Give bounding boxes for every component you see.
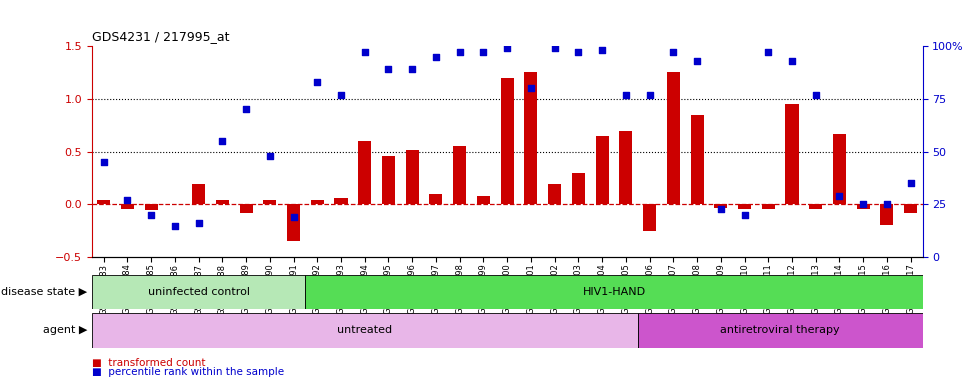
Point bbox=[808, 91, 823, 98]
Bar bbox=[857, 204, 869, 209]
Point bbox=[547, 45, 562, 51]
Bar bbox=[92, 275, 305, 309]
Point bbox=[594, 47, 610, 53]
Bar bbox=[477, 196, 490, 204]
Bar bbox=[833, 134, 846, 204]
Bar bbox=[638, 313, 923, 348]
Point bbox=[856, 201, 871, 207]
Bar bbox=[738, 204, 751, 209]
Bar bbox=[305, 275, 923, 309]
Point bbox=[333, 91, 349, 98]
Bar bbox=[667, 73, 680, 204]
Bar bbox=[98, 200, 110, 204]
Point bbox=[903, 180, 919, 187]
Point bbox=[524, 85, 539, 91]
Bar bbox=[192, 184, 205, 204]
Text: GDS4231 / 217995_at: GDS4231 / 217995_at bbox=[92, 30, 229, 43]
Point bbox=[832, 193, 847, 199]
Point bbox=[690, 58, 705, 64]
Bar bbox=[121, 204, 134, 209]
Point bbox=[214, 138, 230, 144]
Point bbox=[143, 212, 158, 218]
Point bbox=[571, 49, 586, 55]
Point bbox=[475, 49, 491, 55]
Bar bbox=[525, 73, 537, 204]
Bar bbox=[880, 204, 894, 225]
Text: agent ▶: agent ▶ bbox=[43, 325, 87, 335]
Bar bbox=[92, 313, 638, 348]
Bar bbox=[714, 204, 727, 208]
Point bbox=[96, 159, 111, 165]
Point bbox=[191, 220, 207, 227]
Bar bbox=[358, 141, 371, 204]
Bar bbox=[596, 136, 609, 204]
Point bbox=[499, 45, 515, 51]
Bar bbox=[311, 200, 324, 204]
Point bbox=[357, 49, 373, 55]
Bar bbox=[904, 204, 917, 213]
Bar bbox=[264, 200, 276, 204]
Bar bbox=[619, 131, 633, 204]
Point bbox=[879, 201, 895, 207]
Text: antiretroviral therapy: antiretroviral therapy bbox=[721, 325, 839, 335]
Point bbox=[167, 223, 183, 229]
Bar bbox=[287, 204, 300, 242]
Point bbox=[120, 197, 135, 204]
Point bbox=[760, 49, 776, 55]
Bar bbox=[145, 204, 157, 210]
Point bbox=[262, 153, 277, 159]
Text: ■  percentile rank within the sample: ■ percentile rank within the sample bbox=[92, 367, 284, 377]
Point bbox=[784, 58, 800, 64]
Bar bbox=[240, 204, 252, 213]
Point bbox=[405, 66, 420, 72]
Point bbox=[618, 91, 634, 98]
Bar bbox=[762, 204, 775, 209]
Text: uninfected control: uninfected control bbox=[148, 287, 249, 297]
Text: untreated: untreated bbox=[337, 325, 392, 335]
Point bbox=[309, 79, 325, 85]
Bar bbox=[785, 104, 799, 204]
Bar bbox=[548, 184, 561, 204]
Bar bbox=[453, 146, 467, 204]
Point bbox=[381, 66, 396, 72]
Point bbox=[641, 91, 657, 98]
Point bbox=[428, 53, 443, 60]
Bar bbox=[406, 149, 418, 204]
Bar bbox=[334, 198, 348, 204]
Point bbox=[286, 214, 301, 220]
Bar bbox=[382, 156, 395, 204]
Bar bbox=[500, 78, 514, 204]
Text: HIV1-HAND: HIV1-HAND bbox=[582, 287, 645, 297]
Point bbox=[713, 206, 728, 212]
Text: ■  transformed count: ■ transformed count bbox=[92, 358, 205, 368]
Bar bbox=[810, 204, 822, 209]
Bar bbox=[643, 204, 656, 231]
Bar bbox=[430, 194, 442, 204]
Bar bbox=[572, 173, 584, 204]
Point bbox=[666, 49, 681, 55]
Point bbox=[452, 49, 468, 55]
Bar bbox=[691, 115, 703, 204]
Bar bbox=[215, 200, 229, 204]
Point bbox=[239, 106, 254, 113]
Text: disease state ▶: disease state ▶ bbox=[1, 287, 87, 297]
Point bbox=[737, 212, 753, 218]
